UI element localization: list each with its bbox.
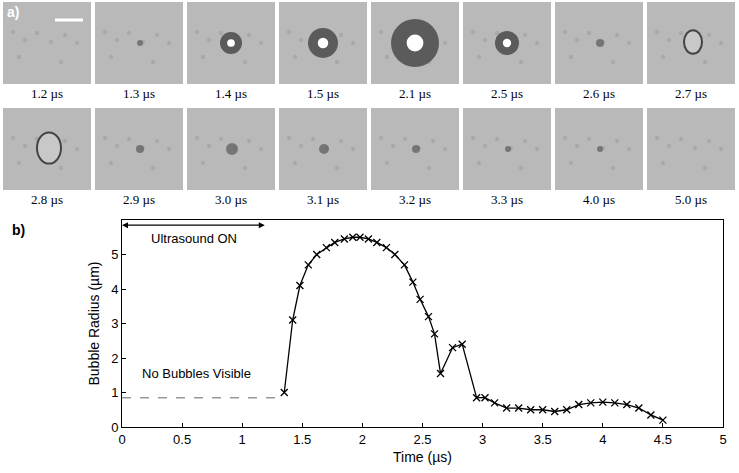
svg-text:1: 1: [239, 432, 246, 447]
svg-text:5: 5: [719, 432, 726, 447]
svg-text:Ultrasound ON: Ultrasound ON: [151, 231, 237, 246]
html-text:1.4 µs: 1.4 µs: [215, 86, 247, 101]
html-text:2.9 µs: 2.9 µs: [123, 192, 155, 207]
html-text:2.8 µs: 2.8 µs: [31, 192, 63, 207]
html-text:3.1 µs: 3.1 µs: [307, 192, 339, 207]
svg-text:3: 3: [479, 432, 486, 447]
html-text:2.1 µs: 2.1 µs: [399, 86, 431, 101]
svg-text:1: 1: [111, 385, 118, 400]
html-text:a): a): [7, 4, 20, 20]
svg-text:3.5: 3.5: [534, 432, 552, 447]
svg-text:5: 5: [111, 247, 118, 262]
html-text:1.3 µs: 1.3 µs: [123, 86, 155, 101]
html-text:1.2 µs: 1.2 µs: [31, 86, 63, 101]
svg-text:1.5: 1.5: [293, 432, 311, 447]
svg-text:Bubble Radius (µm): Bubble Radius (µm): [86, 261, 102, 385]
svg-text:3: 3: [111, 316, 118, 331]
html-text:4.0 µs: 4.0 µs: [583, 192, 615, 207]
svg-text:No Bubbles Visible: No Bubbles Visible: [142, 366, 251, 381]
svg-text:Time (µs): Time (µs): [393, 449, 452, 465]
html-text:2.7 µs: 2.7 µs: [675, 86, 707, 101]
svg-text:0: 0: [118, 432, 125, 447]
svg-text:4: 4: [111, 282, 118, 297]
svg-text:0: 0: [111, 420, 118, 435]
svg-text:0.5: 0.5: [173, 432, 191, 447]
svg-text:b): b): [12, 222, 25, 238]
html-text:2.6 µs: 2.6 µs: [583, 86, 615, 101]
svg-text:2: 2: [111, 351, 118, 366]
svg-text:2: 2: [359, 432, 366, 447]
html-text:1.5 µs: 1.5 µs: [307, 86, 339, 101]
html-text:3.0 µs: 3.0 µs: [215, 192, 247, 207]
svg-text:4.5: 4.5: [654, 432, 672, 447]
html-text:5.0 µs: 5.0 µs: [675, 192, 707, 207]
html-text:3.2 µs: 3.2 µs: [399, 192, 431, 207]
svg-text:2.5: 2.5: [413, 432, 431, 447]
svg-text:4: 4: [599, 432, 606, 447]
html-text:2.5 µs: 2.5 µs: [491, 86, 523, 101]
html-text:3.3 µs: 3.3 µs: [491, 192, 523, 207]
